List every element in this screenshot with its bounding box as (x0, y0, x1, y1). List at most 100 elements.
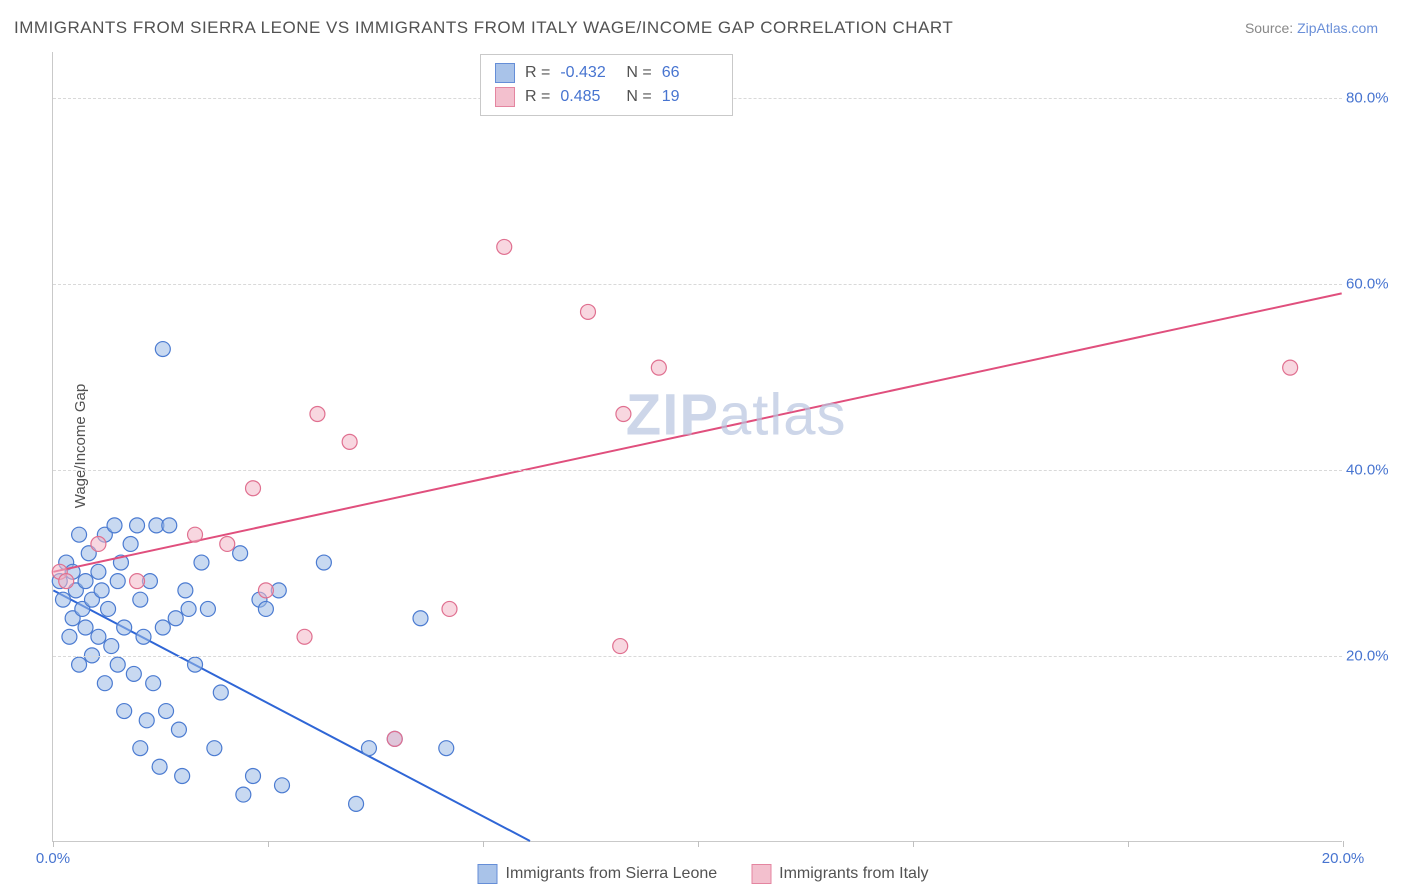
source-link[interactable]: ZipAtlas.com (1297, 20, 1378, 36)
data-point-italy (91, 536, 106, 551)
legend-stat-row-sierra_leone: R = -0.432 N = 66 (495, 61, 718, 85)
data-point-sierra_leone (110, 657, 125, 672)
data-point-sierra_leone (152, 759, 167, 774)
data-point-sierra_leone (178, 583, 193, 598)
legend-swatch-icon (495, 63, 515, 83)
legend-series-label: Immigrants from Italy (779, 865, 928, 883)
n-label: N = (626, 85, 651, 109)
legend-item-sierra_leone: Immigrants from Sierra Leone (478, 864, 718, 884)
data-point-sierra_leone (146, 676, 161, 691)
scatter-svg (53, 52, 1342, 841)
data-point-sierra_leone (171, 722, 186, 737)
r-label: R = (525, 61, 550, 85)
legend-stats: R = -0.432 N = 66R = 0.485 N = 19 (480, 54, 733, 116)
x-tick (268, 841, 269, 847)
x-tick (483, 841, 484, 847)
chart-title: IMMIGRANTS FROM SIERRA LEONE VS IMMIGRAN… (14, 18, 953, 38)
data-point-sierra_leone (194, 555, 209, 570)
data-point-sierra_leone (207, 741, 222, 756)
n-label: N = (626, 61, 651, 85)
data-point-sierra_leone (162, 518, 177, 533)
data-point-italy (220, 536, 235, 551)
x-tick-label: 0.0% (36, 850, 70, 867)
data-point-sierra_leone (78, 574, 93, 589)
y-tick-label: 80.0% (1346, 90, 1400, 107)
data-point-sierra_leone (97, 676, 112, 691)
data-point-italy (246, 481, 261, 496)
data-point-sierra_leone (168, 611, 183, 626)
y-tick-label: 20.0% (1346, 648, 1400, 665)
data-point-sierra_leone (155, 620, 170, 635)
data-point-sierra_leone (133, 741, 148, 756)
data-point-italy (387, 731, 402, 746)
data-point-italy (59, 574, 74, 589)
data-point-italy (1283, 360, 1298, 375)
n-value: 66 (662, 61, 718, 85)
data-point-sierra_leone (175, 769, 190, 784)
data-point-sierra_leone (236, 787, 251, 802)
data-point-italy (188, 527, 203, 542)
data-point-italy (613, 639, 628, 654)
n-value: 19 (662, 85, 718, 109)
data-point-italy (580, 304, 595, 319)
regression-line-italy (53, 293, 1341, 571)
data-point-sierra_leone (181, 601, 196, 616)
x-tick (53, 841, 54, 847)
data-point-italy (130, 574, 145, 589)
data-point-sierra_leone (133, 592, 148, 607)
data-point-sierra_leone (349, 796, 364, 811)
legend-swatch-icon (495, 87, 515, 107)
data-point-sierra_leone (155, 342, 170, 357)
data-point-sierra_leone (91, 629, 106, 644)
legend-stat-row-italy: R =0.485N =19 (495, 85, 718, 109)
data-point-italy (310, 407, 325, 422)
data-point-italy (297, 629, 312, 644)
data-point-sierra_leone (188, 657, 203, 672)
data-point-sierra_leone (361, 741, 376, 756)
data-point-sierra_leone (275, 778, 290, 793)
data-point-sierra_leone (258, 601, 273, 616)
data-point-sierra_leone (72, 657, 87, 672)
data-point-sierra_leone (91, 564, 106, 579)
data-point-sierra_leone (126, 666, 141, 681)
data-point-sierra_leone (233, 546, 248, 561)
data-point-sierra_leone (316, 555, 331, 570)
legend-swatch-icon (751, 864, 771, 884)
data-point-italy (342, 434, 357, 449)
r-value: 0.485 (560, 85, 616, 109)
source-attribution: Source: ZipAtlas.com (1245, 20, 1378, 36)
data-point-italy (616, 407, 631, 422)
data-point-sierra_leone (104, 639, 119, 654)
data-point-sierra_leone (117, 704, 132, 719)
data-point-sierra_leone (200, 601, 215, 616)
legend-series-label: Immigrants from Sierra Leone (506, 865, 718, 883)
data-point-sierra_leone (123, 536, 138, 551)
data-point-sierra_leone (139, 713, 154, 728)
data-point-italy (258, 583, 273, 598)
data-point-sierra_leone (213, 685, 228, 700)
data-point-sierra_leone (62, 629, 77, 644)
chart-container: IMMIGRANTS FROM SIERRA LEONE VS IMMIGRAN… (0, 0, 1406, 892)
data-point-sierra_leone (117, 620, 132, 635)
data-point-sierra_leone (101, 601, 116, 616)
y-tick-label: 60.0% (1346, 276, 1400, 293)
data-point-sierra_leone (78, 620, 93, 635)
r-value: -0.432 (560, 61, 616, 85)
source-label: Source: (1245, 20, 1293, 36)
data-point-sierra_leone (136, 629, 151, 644)
y-tick-label: 40.0% (1346, 462, 1400, 479)
data-point-italy (442, 601, 457, 616)
gridline (53, 470, 1342, 471)
data-point-sierra_leone (55, 592, 70, 607)
data-point-sierra_leone (94, 583, 109, 598)
data-point-sierra_leone (159, 704, 174, 719)
data-point-sierra_leone (72, 527, 87, 542)
data-point-italy (651, 360, 666, 375)
gridline (53, 656, 1342, 657)
data-point-italy (497, 239, 512, 254)
x-tick (1128, 841, 1129, 847)
gridline (53, 284, 1342, 285)
data-point-sierra_leone (130, 518, 145, 533)
legend-item-italy: Immigrants from Italy (751, 864, 928, 884)
x-tick (698, 841, 699, 847)
